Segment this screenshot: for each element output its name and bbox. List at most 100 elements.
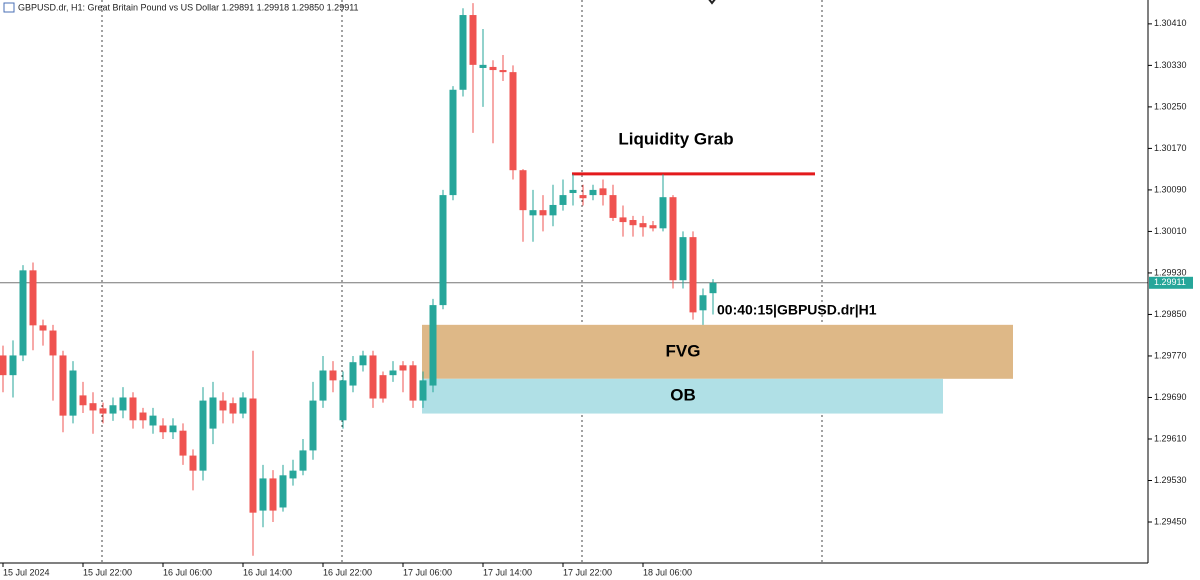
candle-body bbox=[499, 70, 507, 73]
candle-body bbox=[319, 370, 327, 401]
candle-body bbox=[689, 237, 697, 313]
candle-body bbox=[329, 370, 337, 381]
y-tick-label: 1.29850 bbox=[1154, 309, 1187, 319]
candle-body bbox=[29, 270, 37, 326]
candle-body bbox=[289, 470, 297, 479]
candle-body bbox=[19, 270, 27, 356]
candle-body bbox=[649, 225, 657, 229]
candle-body bbox=[529, 210, 537, 216]
candle-body bbox=[569, 189, 577, 194]
candle-body bbox=[229, 403, 237, 414]
candle-body bbox=[199, 400, 207, 471]
candle-body bbox=[99, 408, 107, 414]
candle-body bbox=[679, 237, 687, 281]
candle-body bbox=[439, 195, 447, 306]
x-tick-label: 16 Jul 22:00 bbox=[323, 567, 372, 577]
x-tick-label: 17 Jul 14:00 bbox=[483, 567, 532, 577]
candle-body bbox=[59, 355, 67, 416]
candle-body bbox=[349, 362, 357, 386]
candle-body bbox=[379, 375, 387, 399]
candle-body bbox=[429, 305, 437, 386]
candle-body bbox=[509, 72, 517, 171]
candle-body bbox=[89, 403, 97, 411]
x-tick-label: 17 Jul 06:00 bbox=[403, 567, 452, 577]
candle-body bbox=[259, 478, 267, 511]
zone-label: FVG bbox=[666, 341, 701, 360]
candle-body bbox=[639, 223, 647, 228]
y-tick-label: 1.30250 bbox=[1154, 101, 1187, 111]
candle-body bbox=[579, 195, 587, 199]
candle-body bbox=[479, 64, 487, 68]
candle-body bbox=[69, 370, 77, 416]
y-tick-label: 1.30170 bbox=[1154, 143, 1187, 153]
candle-body bbox=[399, 365, 407, 371]
candle-body bbox=[419, 380, 427, 401]
candle-body bbox=[239, 397, 247, 414]
x-tick-label: 15 Jul 22:00 bbox=[83, 567, 132, 577]
candle-body bbox=[489, 66, 497, 71]
y-tick-label: 1.29770 bbox=[1154, 350, 1187, 360]
y-tick-label: 1.29450 bbox=[1154, 516, 1187, 526]
candle-body bbox=[79, 395, 87, 406]
candle-body bbox=[339, 380, 347, 421]
chart-icon bbox=[3, 2, 15, 13]
candle-body bbox=[149, 415, 157, 426]
y-tick-label: 1.29530 bbox=[1154, 475, 1187, 485]
zone bbox=[422, 378, 943, 414]
x-tick-label: 15 Jul 2024 bbox=[3, 567, 50, 577]
candle-body bbox=[589, 189, 597, 196]
candle-body bbox=[619, 217, 627, 223]
candle-body bbox=[39, 325, 47, 331]
candle-body bbox=[209, 397, 217, 429]
candle-body bbox=[409, 365, 417, 401]
candle-body bbox=[309, 400, 317, 451]
x-tick-label: 18 Jul 06:00 bbox=[643, 567, 692, 577]
candle-body bbox=[159, 425, 167, 433]
y-tick-label: 1.30410 bbox=[1154, 18, 1187, 28]
candle-body bbox=[539, 210, 547, 216]
candle-body bbox=[139, 412, 147, 421]
candle-body bbox=[369, 355, 377, 399]
candle-body bbox=[179, 430, 187, 456]
x-tick-label: 16 Jul 06:00 bbox=[163, 567, 212, 577]
zone-label: OB bbox=[670, 386, 696, 405]
candle-body bbox=[49, 330, 57, 356]
candle-body bbox=[279, 475, 287, 508]
candle-body bbox=[359, 355, 367, 366]
y-tick-label: 1.29930 bbox=[1154, 267, 1187, 277]
zone bbox=[422, 324, 1013, 379]
candle-body bbox=[449, 89, 457, 196]
candle-body bbox=[269, 478, 277, 511]
candle-body bbox=[629, 220, 637, 226]
candle-body bbox=[669, 197, 677, 281]
candle-body bbox=[459, 15, 467, 90]
candle-body bbox=[119, 397, 127, 411]
candle-body bbox=[0, 355, 7, 376]
y-tick-label: 1.30090 bbox=[1154, 184, 1187, 194]
y-tick-label: 1.29690 bbox=[1154, 392, 1187, 402]
candle-body bbox=[659, 197, 667, 229]
current-price-box bbox=[1149, 276, 1193, 289]
candle-body bbox=[9, 355, 17, 376]
current-price-label: 1.29911 bbox=[1154, 277, 1186, 287]
candle-body bbox=[709, 282, 717, 294]
y-tick-label: 1.30330 bbox=[1154, 60, 1187, 70]
x-tick-label: 17 Jul 22:00 bbox=[563, 567, 612, 577]
candle-body bbox=[109, 405, 117, 414]
candle-body bbox=[389, 370, 397, 376]
candle-body bbox=[469, 15, 477, 65]
candle-body bbox=[189, 455, 197, 471]
arrow-icon bbox=[708, 0, 716, 5]
candle-body bbox=[699, 295, 707, 311]
x-tick-label: 16 Jul 14:00 bbox=[243, 567, 292, 577]
candle-body bbox=[549, 204, 557, 216]
candle-body bbox=[599, 188, 607, 196]
candle-body bbox=[129, 397, 137, 421]
candle-body bbox=[609, 195, 617, 218]
timer: 00:40:15|GBPUSD.dr|H1 bbox=[717, 302, 877, 318]
y-tick-label: 1.30010 bbox=[1154, 226, 1187, 236]
plot: FVG OB Liquidity Grab bbox=[0, 3, 1148, 556]
